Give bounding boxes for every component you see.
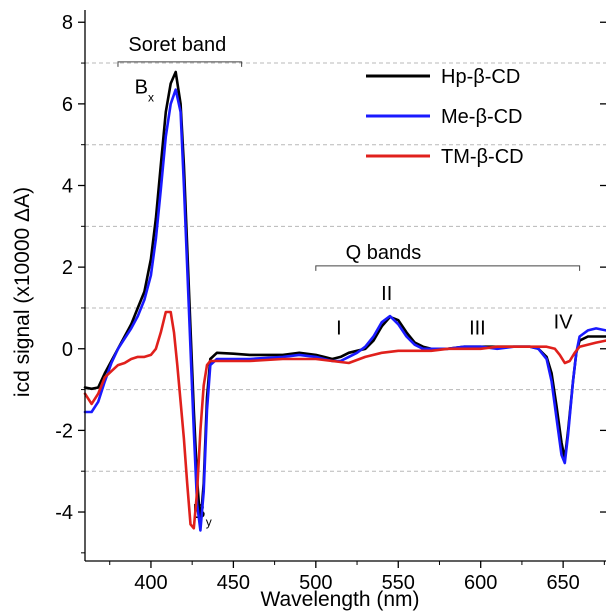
axes: -4 -2 0 2 4 6 8 400 450 500 550 600 650 — [55, 10, 606, 594]
series-line-2 — [83, 88, 606, 532]
annotation-q-bands: Q bands — [346, 242, 422, 264]
annotation-iii: III — [469, 317, 486, 339]
series-line-1 — [83, 70, 606, 526]
bracket-q-bands — [315, 265, 581, 271]
legend: Hp-β-CD Me-β-CD TM-β-CD — [366, 66, 524, 168]
annotation-ii: II — [381, 283, 392, 305]
x-tick-label: 550 — [382, 572, 415, 594]
legend-label-2: Me-β-CD — [441, 106, 523, 128]
y-axis-label: icd signal (x10000 ΔA) — [11, 187, 34, 397]
x-tick-label: 500 — [299, 572, 332, 594]
y-tick-label: 6 — [62, 94, 73, 116]
series-line-3 — [83, 310, 606, 530]
y-tick-label: 4 — [62, 176, 73, 198]
annotation-i: I — [336, 317, 342, 339]
legend-label-1: Hp-β-CD — [441, 66, 520, 88]
y-tick-label: 8 — [62, 12, 73, 34]
x-tick-label: 450 — [217, 572, 250, 594]
y-tick-label: 0 — [62, 339, 73, 361]
y-tick-label: 2 — [62, 257, 73, 279]
bracket-soret-band — [117, 61, 243, 67]
annotation-b-x: Bx — [135, 77, 154, 105]
legend-label-3: TM-β-CD — [441, 146, 524, 168]
grid-lines — [85, 62, 606, 472]
x-tick-label: 600 — [464, 572, 497, 594]
x-tick-label: 400 — [134, 572, 167, 594]
annotation-iv: IV — [554, 311, 574, 333]
x-axis-label: Wavelength (nm) — [260, 588, 419, 611]
series-lines — [83, 70, 606, 532]
x-tick-label: 650 — [546, 572, 579, 594]
annotation-soret-band: Soret band — [128, 34, 226, 56]
y-tick-label: -2 — [55, 420, 73, 442]
y-tick-label: -4 — [55, 502, 73, 524]
